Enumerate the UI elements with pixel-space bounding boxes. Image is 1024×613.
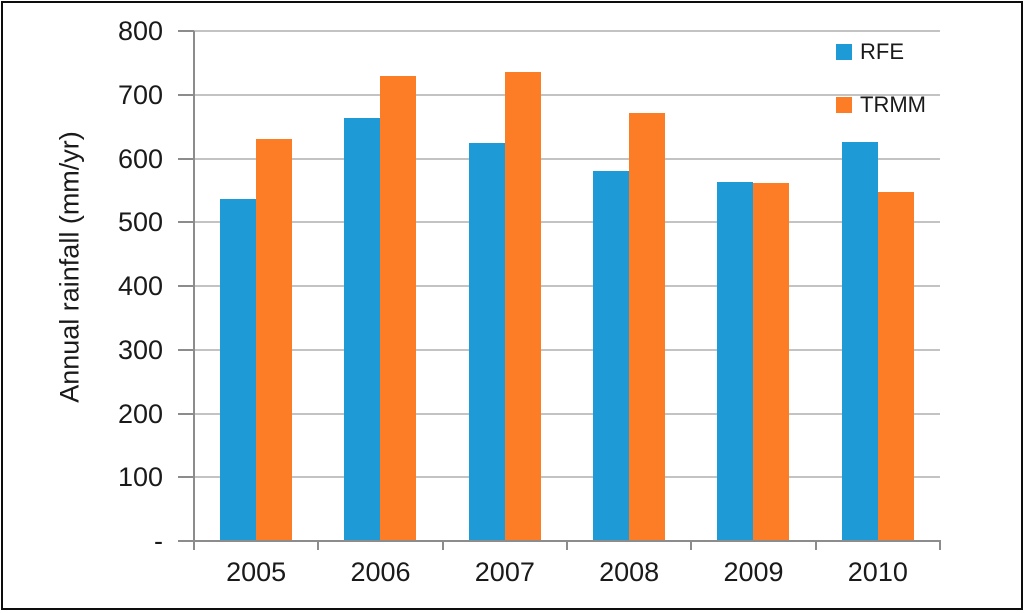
y-tick-mark-600 [178,157,194,160]
legend-entry-rfe[interactable]: RFE [836,40,926,64]
bar-trmm-2007[interactable] [504,71,541,541]
bar-group-2010 [816,31,940,541]
x-tick-mark-1 [317,541,320,550]
bar-trmm-2010[interactable] [877,191,914,541]
x-tick-mark-0 [193,541,195,550]
y-tick-label-500: 500 [117,207,163,238]
x-tick-label-2010: 2010 [847,557,908,587]
gridline-200 [194,412,940,415]
y-tick-label-800: 800 [117,16,163,46]
x-tick-mark-3 [566,541,568,550]
y-tick-mark-800 [178,30,194,32]
y-tick-mark-500 [178,221,194,224]
bar-trmm-2009[interactable] [753,183,790,541]
y-tick-mark-0 [178,540,194,542]
rfe-swatch-icon [836,44,852,60]
bar-rfe-2007[interactable] [468,142,505,541]
y-tick-mark-100 [178,476,194,479]
x-axis-line [193,540,941,542]
x-tick-label-2007: 2007 [474,557,535,587]
gridline-600 [194,157,940,160]
y-tick-label-0: - [154,526,163,556]
bar-rfe-2008[interactable] [593,171,630,541]
y-tick-label-400: 400 [117,271,163,301]
bar-trmm-2005[interactable] [256,138,293,541]
legend: RFE TRMM [836,40,926,146]
gridline-100 [194,476,940,479]
gridline-700 [194,93,940,96]
x-tick-mark-2 [441,541,444,550]
y-tick-mark-700 [178,93,194,96]
y-tick-label-600: 600 [117,143,163,174]
y-tick-mark-200 [178,412,194,415]
bar-group-2005 [194,31,318,541]
bar-group-2007 [443,31,567,541]
legend-label-rfe: RFE [860,39,904,64]
x-tick-label-2005: 2005 [226,557,287,587]
x-tick-mark-4 [690,541,693,550]
x-tick-mark-6 [939,541,941,550]
bar-trmm-2008[interactable] [629,113,666,541]
bar-rfe-2006[interactable] [344,118,381,541]
bar-rfe-2009[interactable] [717,182,754,541]
y-tick-mark-300 [178,348,194,351]
bar-series-container [194,31,940,541]
gridline-400 [194,285,940,287]
y-tick-label-200: 200 [117,398,163,429]
bar-rfe-2010[interactable] [841,141,878,541]
x-tick-mark-5 [814,541,817,550]
bar-trmm-2006[interactable] [380,75,417,541]
legend-label-trmm: TRMM [860,92,926,117]
bar-rfe-2005[interactable] [220,198,257,541]
gridline-500 [194,221,940,224]
bar-group-2006 [318,31,442,541]
y-tick-mark-400 [178,285,194,287]
y-tick-label-300: 300 [117,334,163,365]
y-tick-label-100: 100 [117,462,163,493]
y-axis-line [193,31,195,541]
plot-area [193,30,941,542]
gridline-800 [194,30,940,32]
bar-group-2009 [691,31,815,541]
gridline-300 [194,348,940,351]
y-tick-label-700: 700 [117,79,163,110]
bar-group-2008 [567,31,691,541]
x-tick-label-2008: 2008 [599,557,660,587]
legend-entry-trmm[interactable]: TRMM [836,93,926,117]
x-tick-label-2006: 2006 [350,557,411,587]
x-tick-label-2009: 2009 [723,557,784,587]
trmm-swatch-icon [836,97,852,113]
